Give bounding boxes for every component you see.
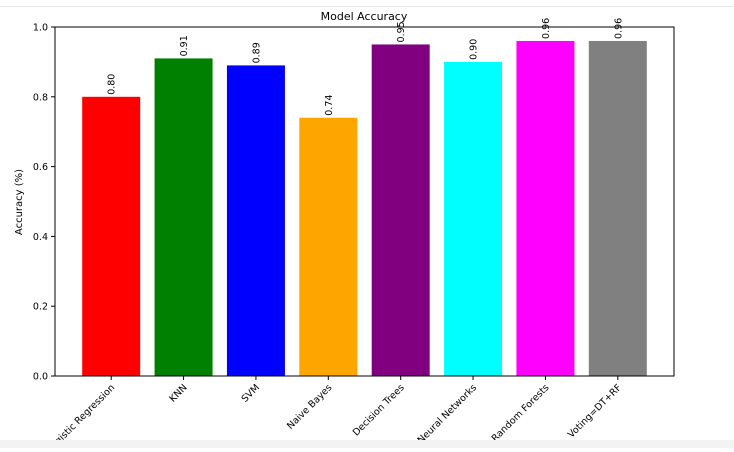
bar-value-label: 0.91 <box>179 35 190 56</box>
bars-group <box>82 40 647 377</box>
y-tick-label: 1.0 <box>33 23 48 34</box>
x-tick-label: Random Forests <box>490 382 552 444</box>
y-axis-label: Accuracy (%) <box>14 169 25 235</box>
chart-title: Model Accuracy <box>321 10 408 23</box>
bar <box>299 117 358 377</box>
bar-value-label: 0.74 <box>324 95 335 116</box>
bar-value-label: 0.95 <box>396 21 407 42</box>
bar <box>516 40 575 377</box>
x-axis-ticks: Logistic Regression KNN SVM Naive Bayes Deci… <box>45 376 624 452</box>
bar <box>82 96 141 377</box>
bar-value-label: 0.80 <box>107 74 118 95</box>
plot-area-frame <box>54 26 675 377</box>
bottom-band <box>0 440 734 448</box>
y-axis-ticks: 0.0 0.2 0.4 0.6 0.8 1.0 <box>33 23 55 383</box>
x-tick-label: Voting=DT+RF <box>566 382 624 440</box>
bar <box>588 40 647 377</box>
x-tick-label: Decision Trees <box>351 382 407 438</box>
y-tick-label: 0.0 <box>33 372 48 383</box>
bar-value-label: 0.96 <box>541 18 552 39</box>
x-tick-label: KNN <box>167 382 189 404</box>
y-tick-label: 0.8 <box>33 92 48 103</box>
bar <box>371 44 430 376</box>
x-tick-label: Naive Bayes <box>285 382 334 431</box>
bar <box>154 58 213 376</box>
bar-value-label: 0.96 <box>613 18 624 39</box>
bar-value-label: 0.90 <box>469 39 480 60</box>
bar <box>444 61 503 377</box>
value-labels-group: 0.80 0.91 0.89 0.74 0.95 0.90 0.96 0.96 <box>107 18 625 116</box>
y-tick-label: 0.6 <box>33 162 48 173</box>
top-divider <box>0 6 734 7</box>
x-tick-label: Neural Networks <box>416 382 480 446</box>
x-tick-label: SVM <box>240 382 262 404</box>
y-tick-label: 0.2 <box>33 302 48 313</box>
bar-value-label: 0.89 <box>251 42 262 63</box>
y-tick-label: 0.4 <box>33 232 48 243</box>
bar <box>226 65 285 376</box>
x-tick-label: Logistic Regression <box>45 382 117 448</box>
